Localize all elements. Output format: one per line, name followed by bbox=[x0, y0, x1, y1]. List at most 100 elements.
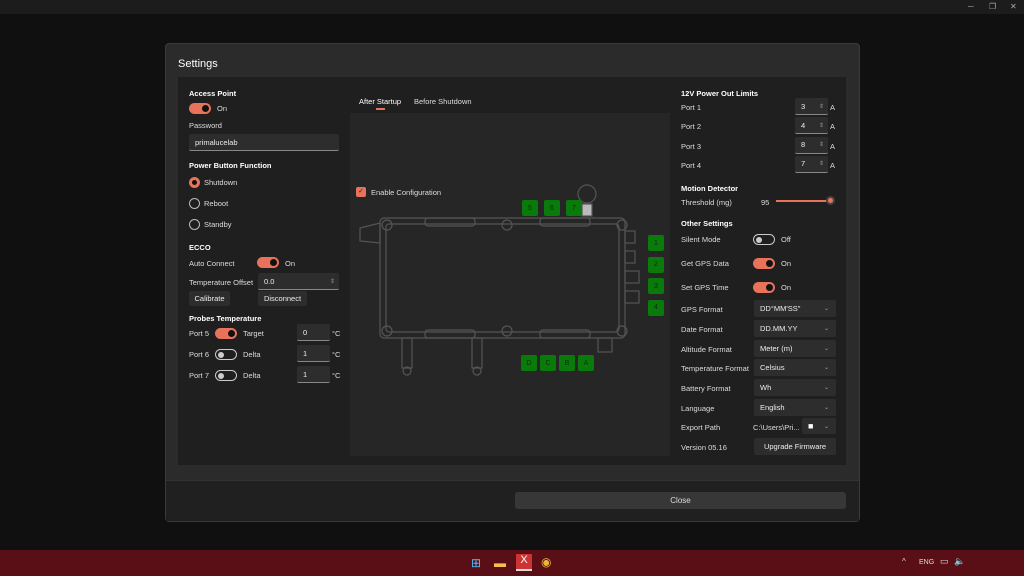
setting-select[interactable]: Wh ⌄ bbox=[754, 379, 836, 397]
app-icon[interactable]: X bbox=[516, 554, 532, 571]
access-point-toggle[interactable] bbox=[189, 103, 211, 114]
taskbar: ⊞ ▬ X ◉ ^ ENG ▭ 🔈 bbox=[0, 550, 1024, 576]
probe-port-label: Port 7 bbox=[189, 371, 210, 380]
export-path-label: Export Path bbox=[681, 423, 721, 432]
threshold-slider[interactable] bbox=[776, 196, 836, 205]
close-button[interactable]: Close bbox=[515, 492, 846, 509]
setting-toggle[interactable] bbox=[753, 258, 775, 269]
enable-config-checkbox[interactable]: ✓ bbox=[356, 187, 366, 197]
windows-start-icon[interactable]: ⊞ bbox=[471, 556, 482, 570]
power-port-input[interactable]: 8 ⇕ bbox=[795, 136, 828, 154]
chevron-down-icon: ⌄ bbox=[823, 423, 829, 430]
temp-offset-input[interactable]: 0.0 ⇕ bbox=[258, 273, 339, 290]
maximize-icon[interactable]: ❐ bbox=[989, 2, 997, 11]
spinner-icon[interactable]: ⇕ bbox=[818, 103, 824, 110]
probes-heading: Probes Temperature bbox=[189, 314, 262, 323]
power-port-input[interactable]: 7 ⇕ bbox=[795, 155, 828, 173]
file-explorer-icon[interactable]: ▬ bbox=[494, 556, 506, 570]
probe-toggle[interactable] bbox=[215, 349, 237, 360]
setting-select-value: DD.MM.YY bbox=[760, 323, 798, 333]
setting-select-label: Battery Format bbox=[681, 384, 731, 394]
password-label: Password bbox=[189, 121, 222, 130]
setting-select[interactable]: Celsius ⌄ bbox=[754, 359, 836, 377]
setting-select-label: Date Format bbox=[681, 324, 723, 334]
folder-icon: ■ bbox=[808, 421, 814, 431]
setting-toggle[interactable] bbox=[753, 234, 775, 245]
chevron-up-icon[interactable]: ^ bbox=[902, 557, 906, 566]
probe-value-input[interactable]: 1 bbox=[297, 366, 330, 383]
minimize-icon[interactable]: ─ bbox=[968, 2, 974, 11]
spinner-icon[interactable]: ⇕ bbox=[818, 161, 824, 168]
setting-toggle[interactable] bbox=[753, 282, 775, 293]
probe-toggle[interactable] bbox=[215, 370, 237, 381]
power-port-value: 4 bbox=[801, 120, 806, 130]
setting-select[interactable]: DD°MM'SS" ⌄ bbox=[754, 300, 836, 317]
tab-after-startup[interactable]: After Startup bbox=[359, 97, 402, 106]
chevron-down-icon: ⌄ bbox=[823, 405, 829, 411]
auto-connect-toggle[interactable] bbox=[257, 257, 279, 268]
port-button-4[interactable]: 4 bbox=[648, 299, 664, 316]
chevron-down-icon: ⌄ bbox=[823, 345, 829, 352]
setting-select[interactable]: DD.MM.YY ⌄ bbox=[754, 319, 836, 337]
enable-config-label: Enable Configuration bbox=[371, 188, 442, 197]
power-port-label: Port 3 bbox=[681, 141, 702, 151]
probe-toggle[interactable] bbox=[215, 328, 237, 339]
chevron-down-icon: ⌄ bbox=[823, 325, 829, 332]
setting-toggle-state: On bbox=[781, 283, 792, 292]
network-icon[interactable]: ▭ bbox=[940, 556, 949, 566]
power-port-input[interactable]: 4 ⇕ bbox=[795, 117, 828, 135]
radio-standby[interactable] bbox=[189, 219, 200, 230]
radio-reboot-label: Reboot bbox=[204, 199, 229, 208]
setting-select-label: GPS Format bbox=[681, 305, 723, 314]
setting-select-value: DD°MM'SS" bbox=[760, 304, 801, 313]
probe-unit: °C bbox=[332, 350, 341, 359]
spinner-icon[interactable]: ⇕ bbox=[818, 142, 824, 149]
radio-standby-label: Standby bbox=[204, 220, 232, 229]
probe-value-input[interactable]: 0 bbox=[297, 324, 330, 341]
port-button-C[interactable]: C bbox=[540, 355, 556, 371]
power-port-unit: A bbox=[830, 160, 836, 170]
dialog-title: Settings bbox=[178, 58, 218, 70]
setting-select-value: Meter (m) bbox=[760, 343, 793, 353]
port-button-2[interactable]: 2 bbox=[648, 256, 664, 273]
power-port-unit: A bbox=[830, 122, 836, 132]
setting-select-label: Temperature Format bbox=[681, 364, 749, 374]
export-path-browse-button[interactable]: ■ ⌄ bbox=[802, 418, 836, 434]
setting-toggle-label: Get GPS Data bbox=[681, 259, 729, 268]
power-port-input[interactable]: 3 ⇕ bbox=[795, 98, 828, 115]
setting-select-value: Celsius bbox=[760, 363, 785, 373]
chrome-icon[interactable]: ◉ bbox=[541, 555, 552, 569]
disconnect-button[interactable]: Disconnect bbox=[258, 291, 307, 306]
password-input[interactable]: primalucelab bbox=[189, 134, 339, 151]
spinner-icon[interactable]: ⇕ bbox=[818, 122, 824, 129]
upgrade-firmware-button[interactable]: Upgrade Firmware bbox=[754, 438, 836, 455]
window-close-icon[interactable]: ✕ bbox=[1010, 2, 1017, 11]
port-button-6[interactable]: 6 bbox=[544, 200, 560, 216]
volume-icon[interactable]: 🔈 bbox=[954, 556, 966, 566]
setting-select[interactable]: Meter (m) ⌄ bbox=[754, 339, 836, 357]
setting-select[interactable]: English ⌄ bbox=[754, 399, 836, 416]
probe-value-input[interactable]: 1 bbox=[297, 345, 330, 362]
port-button-7[interactable]: 7 bbox=[566, 200, 582, 216]
port-button-B[interactable]: B bbox=[559, 355, 575, 371]
power-port-label: Port 2 bbox=[681, 122, 702, 132]
spinner-icon[interactable]: ⇕ bbox=[329, 278, 335, 285]
access-point-state: On bbox=[217, 104, 228, 113]
port-button-1[interactable]: 1 bbox=[648, 235, 664, 251]
probe-port-label: Port 5 bbox=[189, 329, 210, 338]
calibrate-button[interactable]: Calibrate bbox=[189, 291, 230, 306]
radio-shutdown[interactable] bbox=[189, 177, 200, 188]
radio-reboot[interactable] bbox=[189, 198, 200, 209]
port-button-A[interactable]: A bbox=[578, 355, 594, 371]
power-port-value: 3 bbox=[801, 101, 806, 111]
tab-before-shutdown[interactable]: Before Shutdown bbox=[414, 97, 472, 106]
setting-select-label: Altitude Format bbox=[681, 344, 732, 354]
port-button-D[interactable]: D bbox=[521, 355, 537, 371]
port-button-3[interactable]: 3 bbox=[648, 278, 664, 294]
port-button-5[interactable]: 5 bbox=[522, 200, 538, 216]
device-diagram bbox=[359, 184, 640, 376]
motion-heading: Motion Detector bbox=[681, 184, 739, 193]
language-indicator[interactable]: ENG bbox=[919, 559, 935, 566]
power-limits-heading: 12V Power Out Limits bbox=[681, 89, 759, 98]
temp-offset-value: 0.0 bbox=[264, 276, 275, 286]
